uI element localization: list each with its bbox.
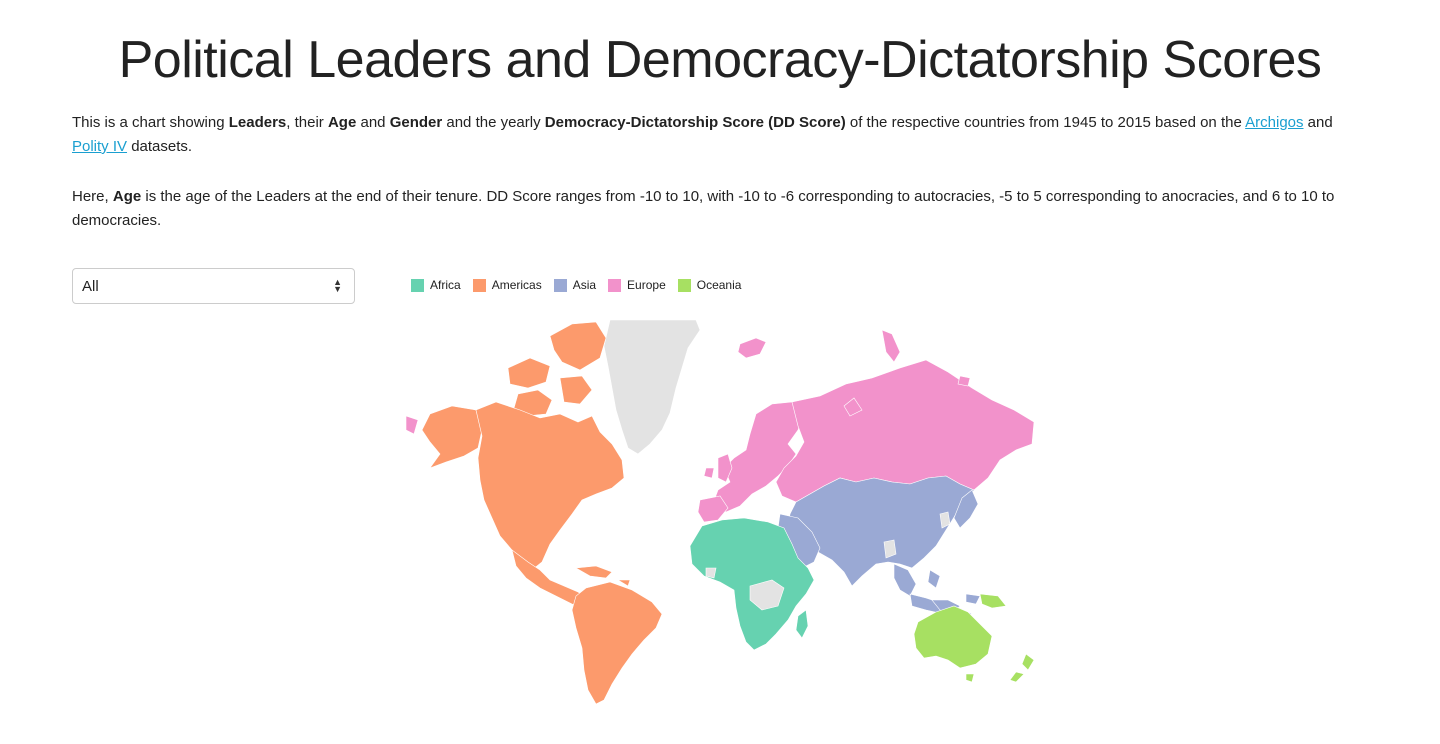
legend-label: Asia [572,278,597,292]
legend-item-europe[interactable]: Europe [608,278,666,292]
map-region-papua[interactable] [979,593,1007,609]
intro-text: , their [286,114,328,131]
legend-item-asia[interactable]: Asia [553,278,597,292]
map-region-russia[interactable] [775,359,1035,503]
intro-text: This is a chart showing [72,114,229,131]
map-region-canada-arctic[interactable] [507,321,607,417]
intro-bold-age: Age [112,188,142,205]
map-region-russia-islands[interactable] [843,329,971,417]
legend-label: Africa [430,278,461,292]
map-region-caribbean[interactable] [575,565,631,587]
map-region-uk-ireland[interactable] [703,453,733,483]
intro-text: of the respective countries from 1945 to… [845,114,1246,131]
legend-item-oceania[interactable]: Oceania [677,278,742,292]
intro-paragraph-2: Here, Age is the age of the Leaders at t… [72,185,1362,233]
intro-bold-dd-score: Democracy-Dictatorship Score (DD Score) [544,114,846,131]
intro-bold-age: Age [327,114,357,131]
intro-text: Here, [72,188,113,205]
map-region-tasmania[interactable] [965,673,975,683]
intro-bold-gender: Gender [389,114,443,131]
map-region-myanmar[interactable] [883,539,897,559]
map-region-madagascar[interactable] [795,609,809,639]
map-region-new-zealand[interactable] [1009,653,1035,683]
legend-label: Europe [627,278,666,292]
map-region-asia[interactable] [787,475,975,587]
map-region-alaska[interactable] [421,405,483,469]
map-region-africa[interactable] [689,517,815,651]
legend-swatch [677,278,691,292]
map-region-australia[interactable] [913,605,993,669]
map-region-west-africa-gap[interactable] [705,567,717,579]
legend-swatch [553,278,567,292]
intro-paragraph-1: This is a chart showing Leaders, their A… [72,111,1362,159]
polity-iv-link[interactable]: Polity IV [72,138,128,155]
legend-label: Oceania [696,278,742,292]
world-map [405,319,1035,705]
map-region-korea[interactable] [939,511,951,529]
intro-text: and [356,114,390,131]
region-filter-select[interactable]: All ▲ ▼ [72,268,355,304]
intro-text: and [1303,114,1333,131]
legend-label: Americas [491,278,542,292]
legend-swatch [411,278,424,292]
map-region-greenland[interactable] [603,319,701,455]
map-region-north-america[interactable] [475,401,625,571]
map-region-iberia[interactable] [697,495,729,523]
map-region-japan[interactable] [953,489,979,529]
archigos-link[interactable]: Archigos [1245,114,1304,131]
map-region-aleutian[interactable] [405,415,419,435]
page-title: Political Leaders and Democracy-Dictator… [118,31,1322,89]
region-legend: Africa Americas Asia Europe Oceania [411,278,753,292]
region-filter-value: All [82,277,99,295]
map-region-iceland[interactable] [737,337,767,359]
intro-text: and the yearly [442,114,545,131]
map-region-drc[interactable] [749,579,785,611]
legend-item-americas[interactable]: Americas [472,278,542,292]
select-arrows-icon: ▲ ▼ [333,277,342,294]
map-region-south-america[interactable] [571,581,663,705]
intro-text: datasets. [127,138,193,155]
legend-swatch [608,278,622,292]
intro-text: is the age of the Leaders at the end of … [72,188,1335,229]
legend-item-africa[interactable]: Africa [411,278,461,292]
intro-bold-leaders: Leaders [228,114,287,131]
legend-swatch [472,278,486,292]
